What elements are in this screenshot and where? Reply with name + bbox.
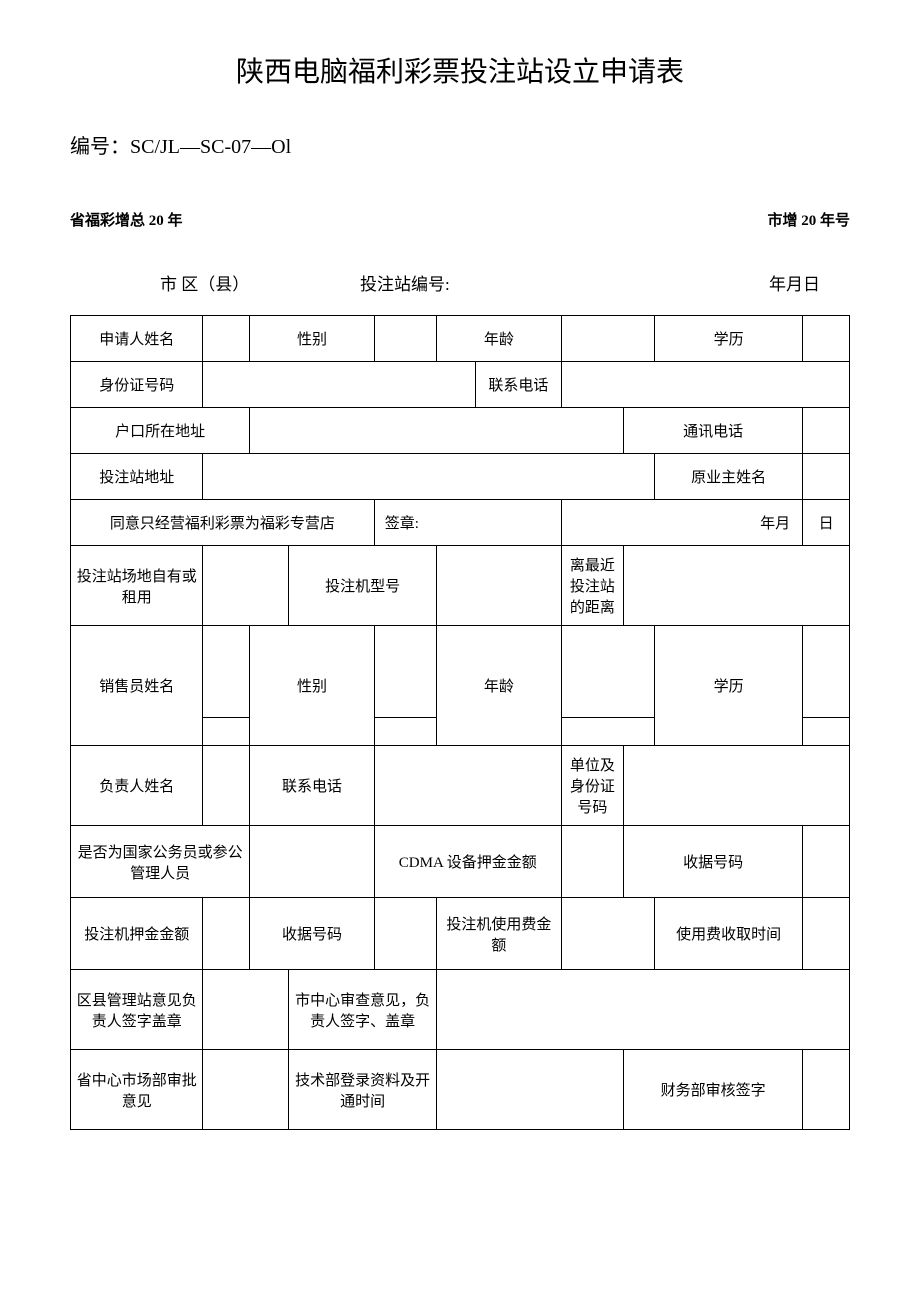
sub-header-district: 市 区（县） (160, 270, 360, 295)
doc-number: 编号：SC/JL—SC-07—Ol (70, 130, 850, 159)
cell (803, 454, 850, 500)
label-machine-deposit: 投注机押金金额 (71, 898, 203, 970)
label-gender: 性别 (250, 316, 375, 362)
cell (374, 746, 561, 826)
label-year-month: 年月 (561, 500, 802, 546)
label-comm-phone: 通讯电话 (624, 408, 803, 454)
cell (561, 316, 654, 362)
label-day: 日 (803, 500, 850, 546)
page-title: 陕西电脑福利彩票投注站设立申请表 (70, 50, 850, 90)
label-fee-time: 使用费收取时间 (655, 898, 803, 970)
label-district-opinion: 区县管理站意见负责人签字盖章 (71, 970, 203, 1050)
cell (203, 898, 250, 970)
label-applicant-name: 申请人姓名 (71, 316, 203, 362)
cell (203, 746, 250, 826)
cell (374, 316, 436, 362)
header-left: 省福彩增总 20 年 (70, 209, 183, 230)
cell (250, 826, 375, 898)
label-education: 学历 (655, 316, 803, 362)
label-hukou-address: 户口所在地址 (71, 408, 250, 454)
label-site-owned: 投注站场地自有或租用 (71, 546, 203, 626)
cell (561, 718, 654, 746)
label-contact-phone2: 联系电话 (250, 746, 375, 826)
cell (803, 826, 850, 898)
label-machine-model: 投注机型号 (289, 546, 437, 626)
cell (203, 362, 476, 408)
header-right: 市增 20 年号 (767, 209, 850, 230)
label-original-owner: 原业主姓名 (655, 454, 803, 500)
sub-header-station-no: 投注站编号: (360, 270, 630, 295)
label-unit-id: 单位及身份证号码 (561, 746, 623, 826)
cell (803, 626, 850, 718)
label-station-address: 投注站地址 (71, 454, 203, 500)
label-receipt-no: 收据号码 (624, 826, 803, 898)
cell (374, 718, 436, 746)
sub-header-date: 年月日 (769, 270, 850, 295)
label-education2: 学历 (655, 626, 803, 746)
cell (203, 718, 250, 746)
label-contact-phone: 联系电话 (476, 362, 562, 408)
label-nearest-distance: 离最近投注站的距离 (561, 546, 623, 626)
application-table: 申请人姓名 性别 年龄 学历 身份证号码 联系电话 户口所在地址 通讯电话 投注… (70, 315, 850, 1130)
cell (624, 746, 850, 826)
sub-header: 市 区（县） 投注站编号: 年月日 (70, 270, 850, 295)
cell (561, 898, 654, 970)
label-receipt-no2: 收据号码 (250, 898, 375, 970)
cell (437, 546, 562, 626)
label-age: 年龄 (437, 316, 562, 362)
label-usage-fee: 投注机使用费金额 (437, 898, 562, 970)
label-tech-dept: 技术部登录资料及开通时间 (289, 1050, 437, 1130)
cell (203, 454, 655, 500)
cell (803, 316, 850, 362)
cell (561, 826, 623, 898)
cell (803, 718, 850, 746)
label-civil-servant: 是否为国家公务员或参公管理人员 (71, 826, 250, 898)
cell (803, 1050, 850, 1130)
cell (624, 546, 850, 626)
cell (803, 898, 850, 970)
label-gender2: 性别 (250, 626, 375, 746)
label-signature: 签章: (374, 500, 561, 546)
cell (437, 1050, 624, 1130)
label-cdma-deposit: CDMA 设备押金金额 (374, 826, 561, 898)
header-row: 省福彩增总 20 年 市增 20 年号 (70, 209, 850, 230)
label-id-number: 身份证号码 (71, 362, 203, 408)
cell (437, 970, 850, 1050)
label-province-approval: 省中心市场部审批意见 (71, 1050, 203, 1130)
cell (561, 362, 849, 408)
cell (374, 626, 436, 718)
label-agree-exclusive: 同意只经营福利彩票为福彩专营店 (71, 500, 375, 546)
cell (250, 408, 624, 454)
cell (803, 408, 850, 454)
label-finance-review: 财务部审核签字 (624, 1050, 803, 1130)
cell (203, 546, 289, 626)
cell (203, 626, 250, 718)
label-manager-name: 负责人姓名 (71, 746, 203, 826)
label-city-review: 市中心审查意见，负责人签字、盖章 (289, 970, 437, 1050)
cell (203, 970, 289, 1050)
label-sales-name: 销售员姓名 (71, 626, 203, 746)
cell (203, 1050, 289, 1130)
label-age2: 年龄 (437, 626, 562, 746)
cell (561, 626, 654, 718)
cell (374, 898, 436, 970)
cell (203, 316, 250, 362)
